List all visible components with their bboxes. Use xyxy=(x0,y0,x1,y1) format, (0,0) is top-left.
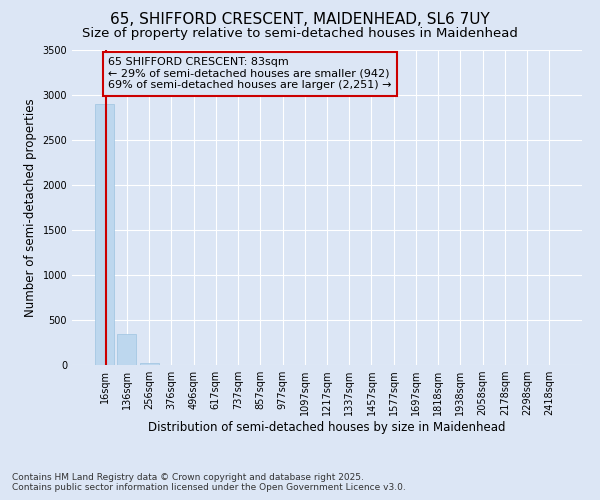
Bar xyxy=(118,334,136,365)
Text: Size of property relative to semi-detached houses in Maidenhead: Size of property relative to semi-detach… xyxy=(82,28,518,40)
Bar xyxy=(95,104,114,365)
Y-axis label: Number of semi-detached properties: Number of semi-detached properties xyxy=(24,98,37,317)
Text: Contains HM Land Registry data © Crown copyright and database right 2025.
Contai: Contains HM Land Registry data © Crown c… xyxy=(12,473,406,492)
Text: 65, SHIFFORD CRESCENT, MAIDENHEAD, SL6 7UY: 65, SHIFFORD CRESCENT, MAIDENHEAD, SL6 7… xyxy=(110,12,490,28)
Bar xyxy=(140,363,158,365)
X-axis label: Distribution of semi-detached houses by size in Maidenhead: Distribution of semi-detached houses by … xyxy=(148,421,506,434)
Text: 65 SHIFFORD CRESCENT: 83sqm
← 29% of semi-detached houses are smaller (942)
69% : 65 SHIFFORD CRESCENT: 83sqm ← 29% of sem… xyxy=(109,57,392,90)
